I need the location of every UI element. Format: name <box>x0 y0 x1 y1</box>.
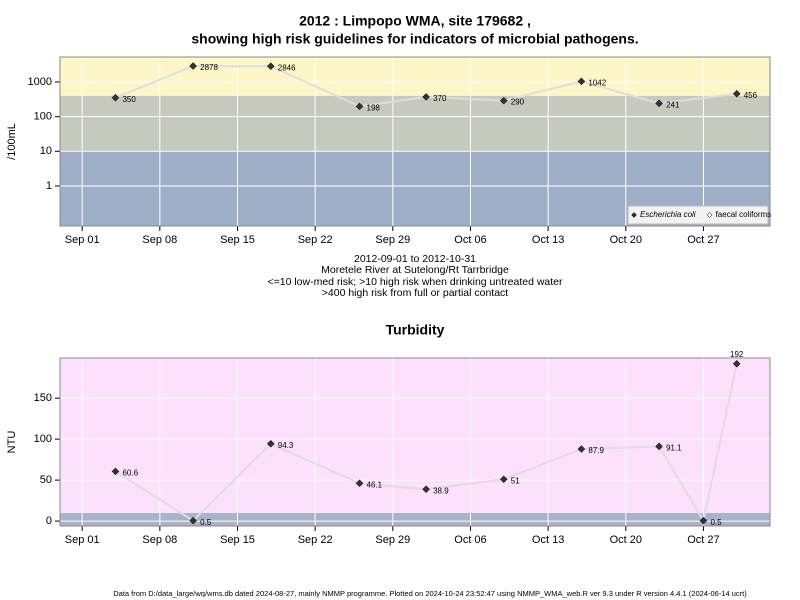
risk-band <box>60 358 770 513</box>
y-tick-label: 10 <box>40 145 52 157</box>
data-point <box>732 89 741 98</box>
x-tick-label: Sep 08 <box>142 534 177 546</box>
y-tick-label: 1 <box>46 180 52 192</box>
data-label: 0.5 <box>710 518 722 527</box>
data-label: 2878 <box>200 63 218 72</box>
plot-frame <box>59 357 771 527</box>
data-point <box>499 475 508 484</box>
data-point <box>655 99 663 108</box>
x-tick-label: Oct 06 <box>454 234 486 246</box>
data-point <box>266 439 275 448</box>
data-point <box>499 96 508 105</box>
x-tick-label: Sep 29 <box>375 234 410 246</box>
data-point <box>422 93 430 101</box>
data-label: 370 <box>433 94 447 103</box>
y-axis-label: /100mL <box>6 123 18 160</box>
x-tick-label: Sep 01 <box>65 534 100 546</box>
x-tick-label: Sep 22 <box>298 534 333 546</box>
data-label: 350 <box>122 95 136 104</box>
data-label: 87.9 <box>588 446 604 455</box>
x-tick-label: Sep 01 <box>65 234 100 246</box>
subtitle-line: 2012-09-01 to 2012-10-31 <box>354 253 476 265</box>
plot-frame <box>59 56 771 227</box>
data-label: 0.5 <box>200 518 212 527</box>
title-line: 2012 : Limpopo WMA, site 179682 , <box>299 13 531 29</box>
y-axis-label: NTU <box>6 431 18 454</box>
x-tick-label: Sep 15 <box>220 534 255 546</box>
data-label: 456 <box>744 91 758 100</box>
y-tick-label: 150 <box>34 392 52 404</box>
x-tick-label: Oct 27 <box>687 234 719 246</box>
risk-band <box>60 512 770 526</box>
y-tick-label: 0 <box>46 515 52 527</box>
data-label: 60.6 <box>122 469 138 478</box>
x-tick-label: Sep 29 <box>375 534 410 546</box>
data-point <box>699 516 708 525</box>
data-point <box>266 62 275 71</box>
data-point <box>655 442 663 451</box>
data-point <box>732 359 741 368</box>
data-point <box>577 77 586 86</box>
data-label: 198 <box>367 103 381 112</box>
legend-label: Escherichia coli <box>640 210 696 219</box>
y-tick-label: 1000 <box>28 76 52 88</box>
x-tick-label: Oct 27 <box>687 534 719 546</box>
legend-box <box>627 205 769 225</box>
series-line <box>114 363 738 524</box>
data-point <box>111 467 120 476</box>
data-point <box>422 485 430 494</box>
x-tick-label: Sep 15 <box>220 234 255 246</box>
risk-band <box>60 95 770 152</box>
x-tick-label: Oct 20 <box>610 234 642 246</box>
x-tick-label: Oct 13 <box>532 534 564 546</box>
data-label: 192 <box>730 350 744 359</box>
legend-marker <box>631 212 637 218</box>
chart-title: Turbidity <box>386 322 445 338</box>
subtitle-line: >400 high risk from full or partial cont… <box>322 287 509 299</box>
data-point <box>577 445 586 453</box>
data-label: 91.1 <box>666 444 682 453</box>
subtitle-line: Moretele River at Sutelong/Rt Tarrbridge <box>321 264 509 276</box>
data-point <box>355 479 364 488</box>
y-tick-label: 50 <box>40 474 52 486</box>
data-label: 2846 <box>278 63 296 72</box>
risk-band <box>60 57 770 96</box>
data-point <box>189 62 197 70</box>
x-tick-label: Sep 22 <box>298 234 333 246</box>
footer: Data from D:/data_large/wq/wms.db dated … <box>113 589 747 598</box>
data-label: 51 <box>511 476 520 485</box>
title-line: showing high risk guidelines for indicat… <box>191 31 638 47</box>
y-tick-label: 100 <box>34 111 52 123</box>
data-label: 46.1 <box>367 480 383 489</box>
legend-label: faecal coliforms <box>716 210 772 219</box>
x-tick-label: Sep 08 <box>142 234 177 246</box>
data-point <box>111 93 120 102</box>
x-tick-label: Oct 20 <box>610 534 642 546</box>
data-label: 94.3 <box>278 441 294 450</box>
data-point <box>355 102 364 111</box>
x-tick-label: Oct 13 <box>532 234 564 246</box>
data-label: 1042 <box>588 78 606 87</box>
y-tick-label: 100 <box>34 433 52 445</box>
data-point <box>189 516 197 525</box>
legend-marker <box>706 212 713 218</box>
data-label: 241 <box>666 100 680 109</box>
data-label: 38.9 <box>433 486 449 495</box>
subtitle-line: <=10 low-med risk; >10 high risk when dr… <box>267 276 563 288</box>
x-tick-label: Oct 06 <box>454 534 486 546</box>
data-label: 290 <box>511 98 525 107</box>
